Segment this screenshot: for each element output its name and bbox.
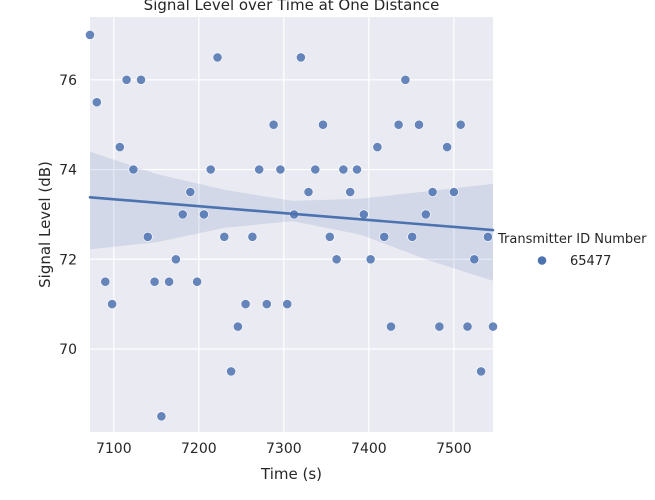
data-point bbox=[185, 187, 196, 197]
data-point bbox=[393, 119, 404, 130]
data-point bbox=[170, 254, 181, 265]
data-point bbox=[128, 164, 139, 175]
data-point bbox=[149, 276, 160, 287]
data-point bbox=[226, 366, 236, 377]
x-tick-label: 7500 bbox=[436, 441, 472, 457]
chart-title: Signal Level over Time at One Distance bbox=[144, 0, 440, 14]
data-point bbox=[488, 321, 498, 332]
data-point bbox=[268, 119, 279, 130]
data-point bbox=[295, 52, 306, 63]
data-points bbox=[85, 30, 498, 422]
data-point bbox=[219, 231, 230, 242]
data-point bbox=[386, 321, 396, 332]
data-point bbox=[121, 74, 132, 85]
y-axis-title: Signal Level (dB) bbox=[36, 161, 54, 288]
y-tick-labels: 70 72 74 76 bbox=[59, 73, 77, 358]
data-point bbox=[261, 299, 272, 309]
data-point bbox=[345, 187, 356, 197]
y-tick-label: 70 bbox=[59, 342, 77, 358]
data-point bbox=[232, 321, 243, 332]
y-tick-label: 74 bbox=[59, 163, 77, 179]
data-point bbox=[427, 187, 438, 197]
data-point bbox=[177, 209, 188, 220]
data-point bbox=[442, 142, 452, 152]
data-point bbox=[482, 231, 493, 242]
data-point bbox=[114, 142, 125, 152]
data-point bbox=[365, 254, 376, 265]
data-point bbox=[448, 187, 459, 197]
data-point bbox=[420, 209, 431, 220]
data-point bbox=[310, 164, 321, 175]
data-point bbox=[318, 119, 328, 130]
data-point bbox=[275, 164, 286, 175]
y-tick-label: 76 bbox=[59, 73, 77, 89]
grid-lines bbox=[90, 17, 493, 432]
y-tick-label: 72 bbox=[59, 252, 77, 268]
data-point bbox=[379, 231, 390, 242]
data-point bbox=[240, 299, 251, 309]
legend-title: Transmitter ID Number bbox=[497, 232, 647, 247]
data-point bbox=[192, 276, 202, 287]
data-point bbox=[324, 231, 335, 242]
data-point bbox=[303, 187, 314, 197]
data-point bbox=[164, 276, 174, 287]
data-point bbox=[455, 119, 466, 130]
data-point bbox=[469, 254, 480, 265]
data-point bbox=[136, 74, 146, 85]
data-point bbox=[462, 321, 473, 332]
data-point bbox=[407, 231, 418, 242]
x-tick-label: 7100 bbox=[96, 441, 132, 457]
data-point bbox=[254, 164, 265, 175]
data-point bbox=[476, 366, 486, 377]
legend-marker bbox=[537, 255, 547, 266]
legend: Transmitter ID Number 65477 bbox=[497, 232, 647, 269]
data-point bbox=[142, 231, 153, 242]
x-tick-label: 7300 bbox=[266, 441, 302, 457]
data-point bbox=[85, 30, 95, 40]
data-point bbox=[282, 299, 293, 309]
data-point bbox=[414, 119, 424, 130]
data-point bbox=[91, 97, 102, 108]
data-point bbox=[198, 209, 209, 220]
regression-line bbox=[88, 196, 495, 232]
legend-label-65477: 65477 bbox=[570, 254, 611, 269]
data-point bbox=[338, 164, 349, 175]
data-point bbox=[358, 209, 369, 220]
data-point bbox=[400, 74, 411, 85]
data-point bbox=[247, 231, 258, 242]
data-point bbox=[205, 164, 216, 175]
data-point bbox=[107, 299, 117, 309]
x-axis-title: Time (s) bbox=[260, 465, 322, 483]
data-point bbox=[352, 164, 362, 175]
x-tick-label: 7200 bbox=[181, 441, 217, 457]
data-point bbox=[212, 52, 223, 63]
data-point bbox=[331, 254, 342, 265]
data-point bbox=[372, 142, 383, 152]
x-tick-labels: 7100 7200 7300 7400 7500 bbox=[96, 441, 472, 457]
x-tick-label: 7400 bbox=[351, 441, 387, 457]
data-point bbox=[156, 411, 167, 422]
data-point bbox=[434, 321, 445, 332]
data-point bbox=[100, 276, 111, 287]
